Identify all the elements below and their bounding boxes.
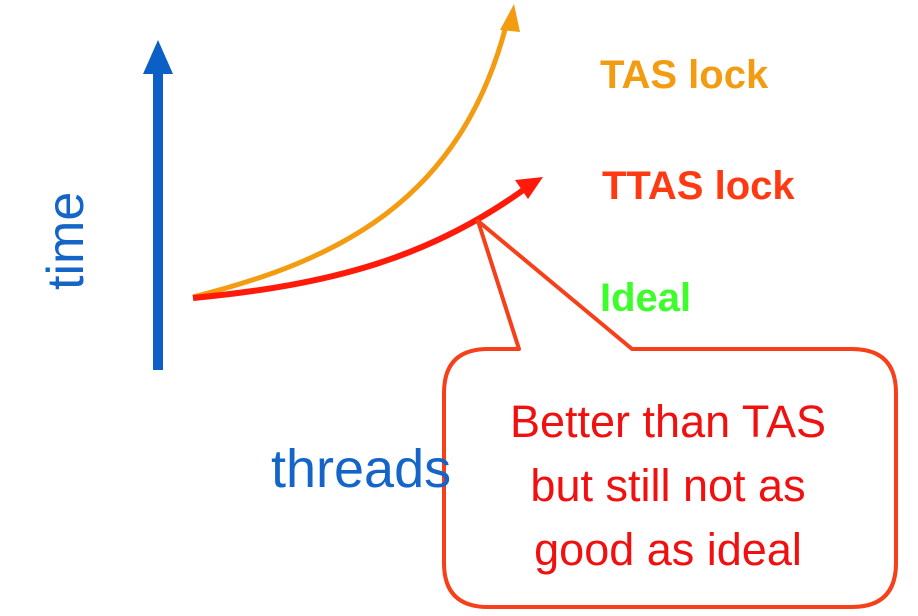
callout-line-1: Better than TAS — [509, 396, 826, 447]
y-axis-arrowhead — [143, 40, 173, 74]
legend-ttas-lock: TTAS lock — [602, 164, 795, 208]
callout-text: Better than TAS but still not as good as… — [452, 390, 884, 582]
tas-lock-arrowhead — [500, 4, 520, 32]
callout-bubble — [442, 219, 898, 609]
x-axis-label: threads — [271, 439, 452, 499]
legend-tas-lock: TAS lock — [600, 53, 769, 97]
y-axis-label: time — [37, 191, 95, 290]
callout-line-3: good as ideal — [534, 524, 802, 575]
ttas-lock-arrowhead — [515, 177, 543, 199]
legend-ideal: Ideal — [600, 276, 692, 320]
callout-line-2: but still not as — [530, 460, 806, 511]
ttas-lock-curve — [192, 185, 528, 301]
tas-lock-curve — [192, 25, 509, 300]
